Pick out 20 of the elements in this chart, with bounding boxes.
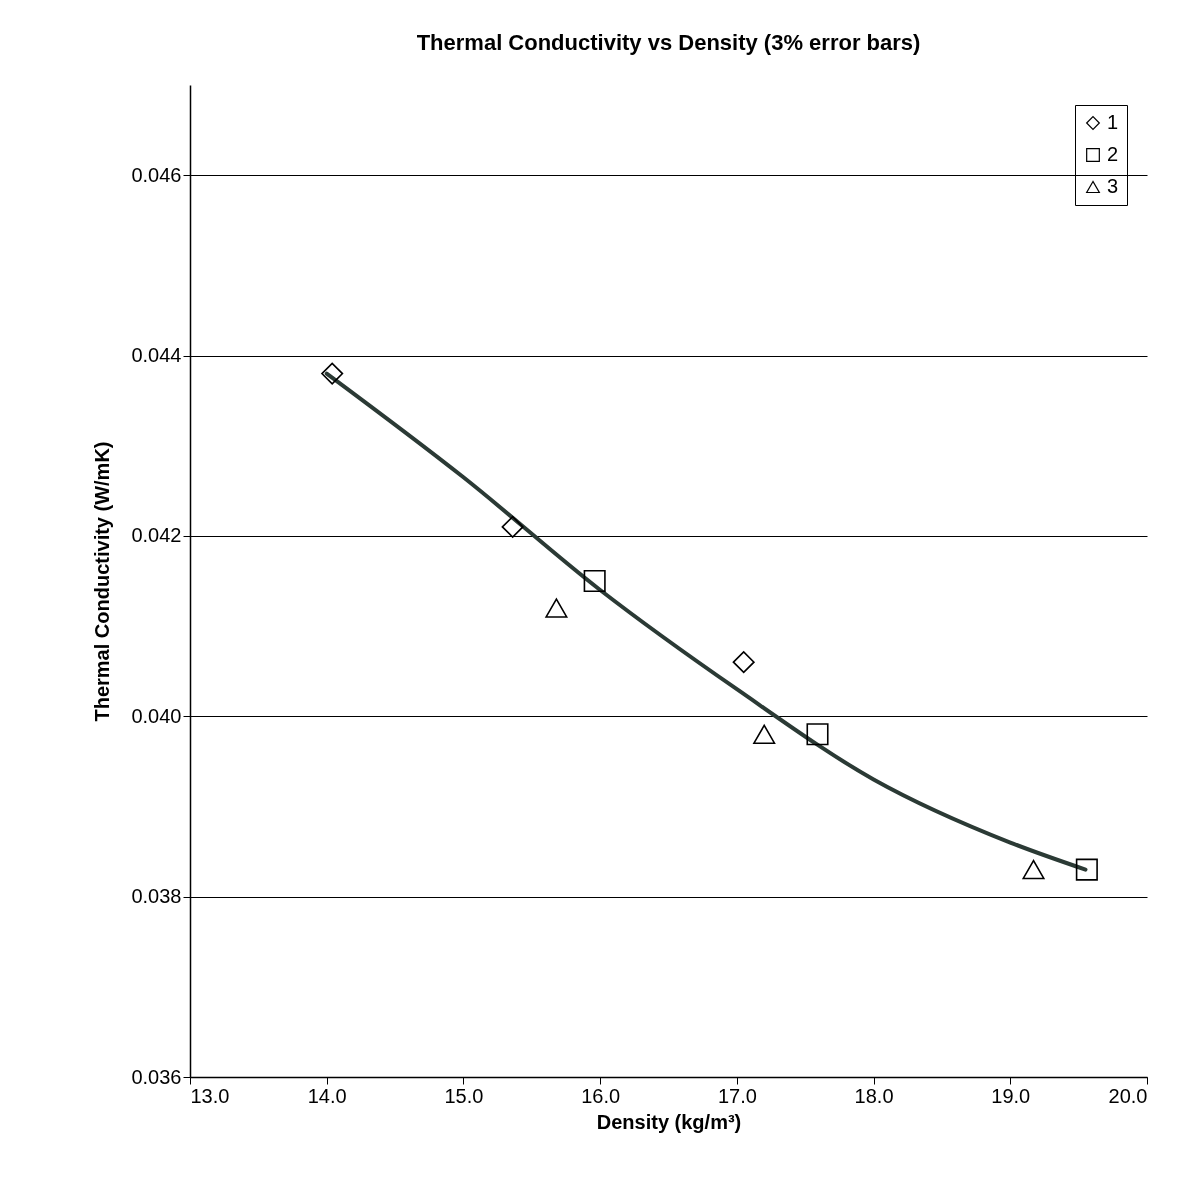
y-tick-label: 0.044 bbox=[131, 344, 182, 367]
x-tick-label: 13.0 bbox=[190, 1084, 230, 1107]
legend-label: 3 bbox=[1107, 175, 1119, 197]
x-tick-label: 14.0 bbox=[307, 1084, 347, 1107]
y-tick-label: 0.046 bbox=[131, 163, 182, 186]
x-axis-title: Density (kg/m³) bbox=[596, 1110, 742, 1133]
legend-label: 1 bbox=[1107, 111, 1119, 133]
x-tick-label: 16.0 bbox=[581, 1084, 621, 1107]
x-tick-label: 15.0 bbox=[444, 1084, 484, 1107]
x-tick-label: 17.0 bbox=[717, 1084, 757, 1107]
x-tick-label: 20.0 bbox=[1108, 1084, 1148, 1107]
y-tick-label: 0.040 bbox=[131, 704, 182, 727]
legend-label: 2 bbox=[1107, 143, 1119, 165]
y-tick-label: 0.036 bbox=[131, 1065, 182, 1088]
y-tick-label: 0.038 bbox=[131, 885, 182, 908]
x-tick-label: 19.0 bbox=[991, 1084, 1031, 1107]
chart-title: Thermal Conductivity vs Density (3% error bars) bbox=[416, 30, 921, 55]
x-tick-label: 18.0 bbox=[854, 1084, 894, 1107]
y-axis-title: Thermal Conductivity (W/mK) bbox=[91, 441, 114, 722]
y-tick-label: 0.042 bbox=[131, 524, 182, 547]
